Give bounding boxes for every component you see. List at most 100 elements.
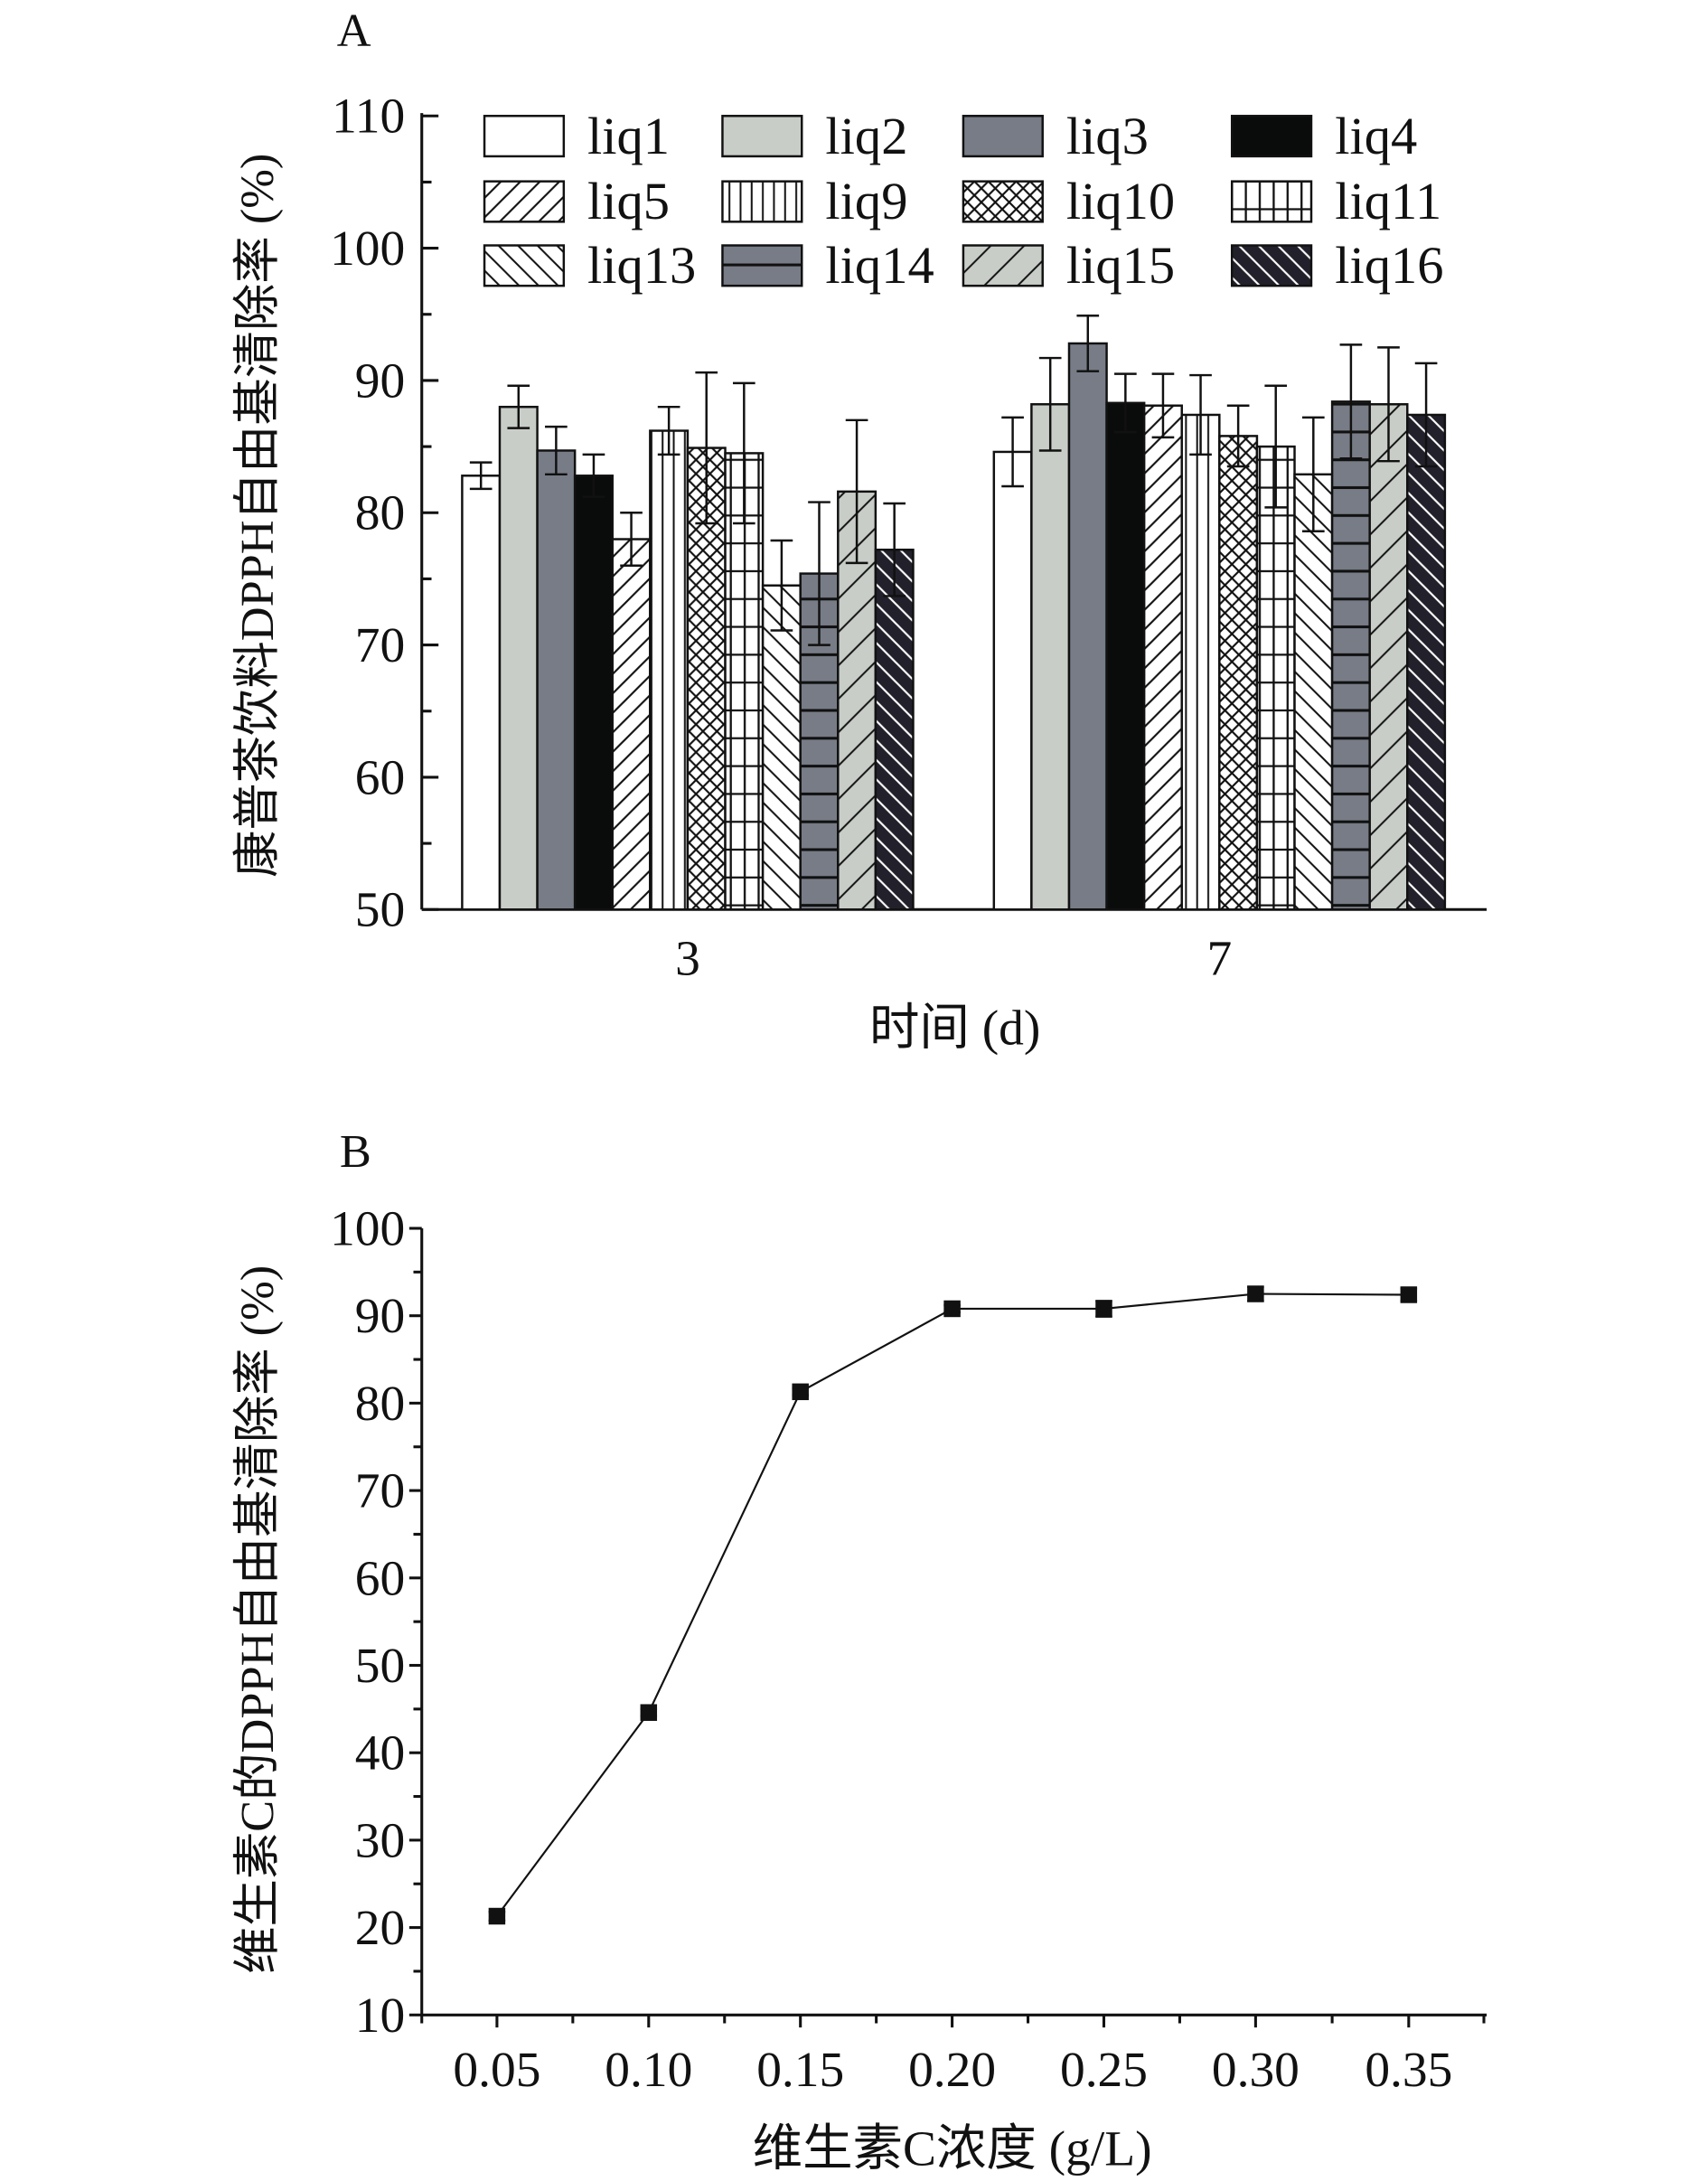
y-tick-label: 70	[355, 617, 405, 672]
bar-liq2-day3	[498, 405, 539, 911]
legend-label: liq15	[1066, 236, 1175, 295]
y-tick-label: 20	[355, 1900, 405, 1955]
bar-liq4-day7	[1105, 401, 1146, 911]
legend-label: liq10	[1066, 172, 1175, 230]
y-tick-label: 60	[355, 749, 405, 804]
legend-item-liq13: liq13	[483, 236, 696, 295]
legend-swatch-liq1	[483, 115, 566, 158]
legend-label: liq3	[1066, 107, 1149, 165]
y-tick-label: 80	[355, 485, 405, 541]
panel-a-axes: 50 60 70 80 90 100 110 3 7	[330, 89, 1487, 986]
legend-swatch-liq13	[483, 244, 566, 287]
y-tick-label: 80	[355, 1376, 405, 1431]
x-tick-label: 3	[675, 931, 700, 986]
bar-liq15-day7	[1368, 403, 1409, 911]
legend-item-liq16: liq16	[1230, 236, 1443, 295]
x-tick-label: 7	[1206, 931, 1232, 986]
data-point-0.05	[488, 1907, 506, 1925]
legend-swatch-liq5	[483, 180, 566, 223]
legend-label: liq11	[1335, 172, 1441, 230]
bar-liq3-day7	[1067, 342, 1108, 911]
legend-item-liq4: liq4	[1230, 107, 1417, 165]
data-point-0.2	[943, 1300, 961, 1318]
y-tick-label: 60	[355, 1550, 405, 1605]
bar-liq1-day3	[461, 475, 502, 911]
bar-liq10-day3	[686, 447, 727, 911]
bar-liq13-day3	[761, 584, 802, 911]
y-tick-label: 30	[355, 1812, 405, 1867]
y-tick-label: 10	[355, 1988, 405, 2043]
data-point-0.1	[640, 1704, 658, 1721]
panel-b: B 10 20 30 40 50 60 70 80 90 100 0.05 0.10 0.15 0.20 0…	[231, 1125, 1487, 2176]
x-tick-label: 0.15	[756, 2042, 844, 2097]
legend-label: liq2	[825, 107, 907, 165]
x-tick-label: 0.20	[908, 2042, 996, 2097]
bar-liq5-day3	[611, 538, 652, 911]
bar-liq5-day7	[1142, 404, 1183, 911]
bar-liq11-day7	[1255, 445, 1296, 911]
y-tick-label: 70	[355, 1463, 405, 1518]
x-tick-label: 0.30	[1212, 2042, 1300, 2097]
legend-item-liq2: liq2	[721, 107, 907, 165]
legend-swatch-liq15	[962, 244, 1044, 287]
x-tick-label: 0.35	[1365, 2042, 1452, 2097]
legend-item-liq11: liq11	[1230, 172, 1441, 230]
legend-label: liq4	[1335, 107, 1417, 165]
legend-swatch-liq11	[1230, 180, 1313, 223]
series-line	[496, 1293, 1409, 1917]
bar-liq14-day7	[1330, 400, 1371, 911]
y-tick-label: 50	[355, 1638, 405, 1693]
bar-liq9-day7	[1180, 413, 1221, 911]
legend-swatch-liq9	[721, 180, 803, 223]
legend-label: liq9	[825, 172, 907, 230]
y-tick-label: 40	[355, 1725, 405, 1781]
y-tick-label: 50	[355, 882, 405, 937]
panel-a-x-axis-title: 时间 (d)	[869, 1001, 1040, 1056]
data-point-0.35	[1400, 1286, 1418, 1303]
legend-label: liq1	[587, 107, 670, 165]
data-point-0.3	[1247, 1285, 1264, 1302]
y-tick-label: 110	[332, 89, 405, 144]
y-tick-label: 100	[330, 221, 405, 276]
bar-liq13-day7	[1293, 473, 1334, 911]
bar-liq2-day7	[1030, 403, 1071, 911]
x-tick-label: 0.05	[453, 2042, 540, 2097]
panel-a-legend: liq1 liq2 liq3 liq4 liq5 liq9 liq10 liq11 liq13 l…	[483, 107, 1443, 295]
panel-a-bars	[461, 314, 1447, 911]
legend-item-liq10: liq10	[962, 172, 1175, 230]
legend-item-liq5: liq5	[483, 172, 670, 230]
y-tick-label: 90	[355, 353, 405, 408]
legend-label: liq14	[825, 236, 934, 295]
panel-b-x-axis-title: 维生素C浓度 (g/L)	[753, 2121, 1152, 2176]
legend-swatch-liq14	[721, 244, 803, 287]
legend-label: liq5	[587, 172, 670, 230]
legend-item-liq9: liq9	[721, 172, 907, 230]
bar-liq16-day7	[1406, 413, 1447, 911]
data-point-0.15	[792, 1383, 809, 1401]
legend-swatch-liq2	[721, 115, 803, 158]
legend-swatch-liq4	[1230, 115, 1313, 158]
bar-liq3-day3	[536, 449, 577, 911]
legend-swatch-liq16	[1230, 244, 1313, 287]
legend-swatch-liq3	[962, 115, 1044, 158]
legend-label: liq16	[1335, 236, 1443, 295]
panel-a-y-axis-title: 康普茶饮料DPPH自由基清除率 (%)	[231, 154, 284, 878]
bar-liq1-day7	[992, 450, 1033, 911]
legend-item-liq15: liq15	[962, 236, 1175, 295]
legend-label: liq13	[587, 236, 696, 295]
bar-liq10-day7	[1218, 435, 1259, 911]
panel-b-y-axis-title: 维生素C的DPPH自由基清除率 (%)	[231, 1265, 284, 1974]
data-point-0.25	[1095, 1300, 1112, 1318]
y-tick-label: 90	[355, 1288, 405, 1343]
legend-item-liq3: liq3	[962, 107, 1149, 165]
legend-item-liq14: liq14	[721, 236, 934, 295]
panel-b-axes: 10 20 30 40 50 60 70 80 90 100 0.05 0.10 0.15 0.20 0.2…	[330, 1200, 1487, 2097]
y-tick-label: 100	[330, 1200, 405, 1255]
bar-liq16-day3	[874, 548, 915, 911]
legend-swatch-liq10	[962, 180, 1044, 223]
x-tick-label: 0.25	[1060, 2042, 1148, 2097]
bar-liq4-day3	[573, 475, 614, 911]
x-tick-label: 0.10	[605, 2042, 692, 2097]
